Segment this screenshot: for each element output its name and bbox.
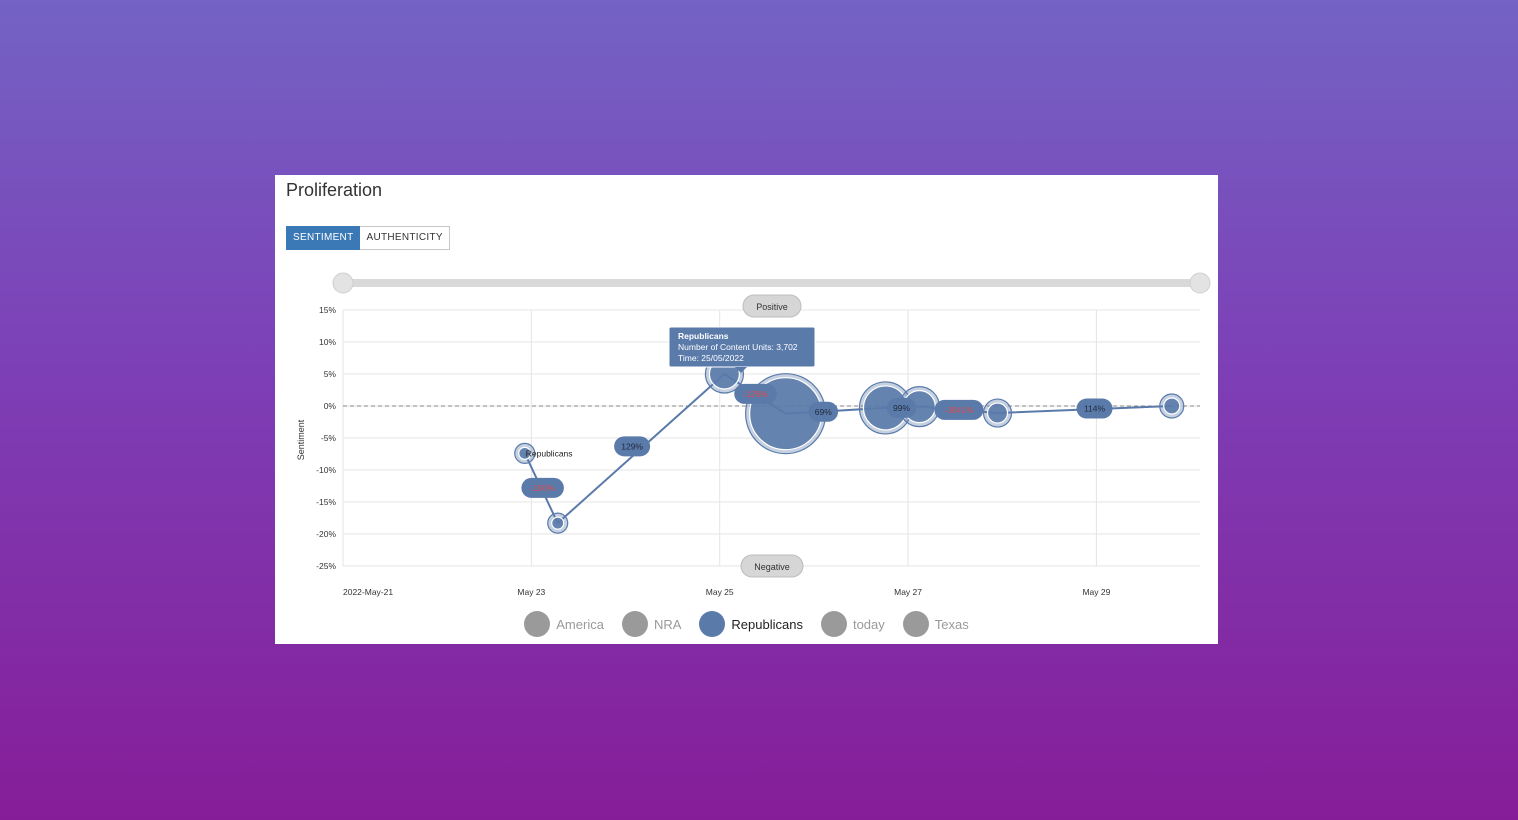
y-tick-label: 5% — [324, 369, 337, 379]
tab-authenticity[interactable]: AUTHENTICITY — [360, 226, 450, 250]
change-pill — [934, 399, 984, 420]
change-label: 129% — [621, 441, 643, 451]
legend-dot — [524, 611, 551, 637]
change-label: -126% — [743, 389, 768, 399]
legend-dot — [902, 611, 929, 637]
data-point — [518, 446, 532, 460]
series-republicans: -150% 129% -126% 69% 99% -3041% 114% Republican… — [514, 354, 1185, 534]
change-label: -150% — [530, 483, 555, 493]
positive-pill[interactable]: Positive — [742, 294, 802, 318]
change-label: 99% — [893, 403, 910, 413]
y-axis-title: Sentiment — [296, 419, 306, 460]
x-tick-label: May 27 — [894, 587, 922, 597]
change-pill — [614, 436, 651, 457]
change-pill — [886, 397, 917, 418]
y-tick-label: 0% — [324, 401, 337, 411]
change-label: 69% — [815, 407, 832, 417]
legend: America NRA Republicans today Texas — [275, 611, 1218, 637]
legend-item-america[interactable]: America — [524, 611, 604, 637]
y-tick-label: -25% — [316, 561, 336, 571]
slider-handle-left[interactable] — [332, 272, 354, 294]
data-point — [1163, 397, 1181, 415]
view-tabs: SENTIMENT AUTHENTICITY — [286, 226, 450, 250]
x-tick-label: May 23 — [517, 587, 545, 597]
legend-dot — [621, 611, 648, 637]
negative-pill-label: Negative — [754, 562, 790, 572]
change-label: -3041% — [944, 405, 974, 415]
change-pill — [734, 383, 777, 404]
tooltip-time: Time: 25/05/2022 — [678, 353, 744, 363]
legend-label: Republicans — [731, 616, 803, 632]
slider-track[interactable] — [343, 279, 1200, 287]
legend-dot — [820, 611, 847, 637]
x-axis-ticks: 2022-May-21 May 23 May 25 May 27 May 29 — [343, 587, 1111, 597]
data-point — [551, 516, 565, 530]
tooltip-content-units: Number of Content Units: 3,702 — [678, 342, 798, 352]
legend-label: America — [556, 616, 604, 632]
y-tick-label: 10% — [319, 337, 336, 347]
y-tick-label: -10% — [316, 465, 336, 475]
legend-item-republicans[interactable]: Republicans — [699, 611, 803, 637]
data-point — [986, 402, 1009, 424]
tooltip-title: Republicans — [678, 331, 729, 341]
negative-pill[interactable]: Negative — [740, 554, 804, 578]
y-tick-label: -5% — [321, 433, 337, 443]
positive-pill-label: Positive — [756, 302, 788, 312]
legend-item-nra[interactable]: NRA — [621, 611, 682, 637]
legend-label: today — [852, 616, 885, 632]
proliferation-panel: Proliferation SENTIMENT AUTHENTICITY Sen… — [275, 175, 1218, 644]
y-tick-label: -15% — [316, 497, 336, 507]
legend-dot — [699, 611, 726, 637]
slider-handle-right[interactable] — [1189, 272, 1211, 294]
y-tick-label: -20% — [316, 529, 336, 539]
change-pill — [1076, 398, 1113, 419]
time-range-slider[interactable] — [332, 272, 1211, 294]
sentiment-chart: Sentiment 15%10%5%0%-5%-10%-15%-20%-25% … — [296, 272, 1211, 597]
legend-label: Texas — [934, 616, 969, 632]
legend-item-today[interactable]: today — [820, 611, 885, 637]
tab-sentiment[interactable]: SENTIMENT — [286, 226, 361, 250]
change-label: 114% — [1084, 404, 1106, 414]
y-axis-ticks: 15% 10% 5% 0% -5% -10% -15% -20% -25% — [316, 305, 336, 571]
page-title: Proliferation — [286, 180, 383, 200]
tooltip: Republicans Number of Content Units: 3,7… — [668, 326, 816, 373]
x-tick-label: May 25 — [706, 587, 734, 597]
legend-item-texas[interactable]: Texas — [902, 611, 969, 637]
series-name-label: Republicans — [526, 448, 573, 458]
x-tick-label: May 29 — [1082, 587, 1110, 597]
change-pill — [808, 401, 839, 422]
y-tick-label: 15% — [319, 305, 336, 315]
change-pill — [521, 477, 564, 498]
legend-label: NRA — [653, 616, 682, 632]
x-tick-label: 2022-May-21 — [343, 587, 393, 597]
